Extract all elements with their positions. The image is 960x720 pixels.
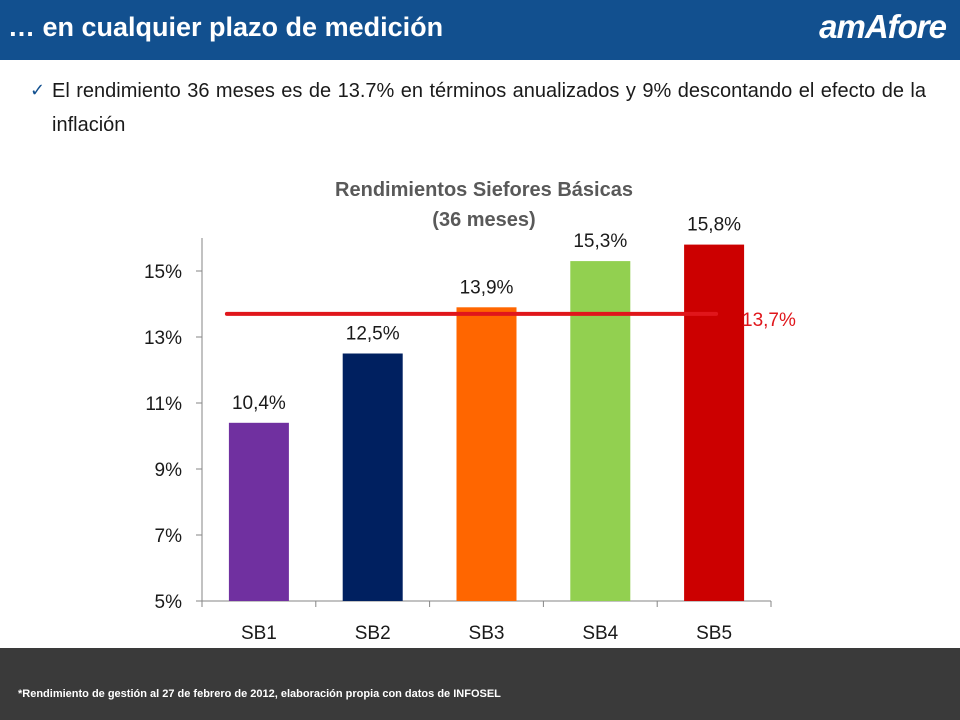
y-tick-label: 9% <box>155 460 183 481</box>
slide-title: … en cualquier plazo de medición <box>8 12 444 42</box>
y-tick-label: 7% <box>155 526 183 547</box>
bar-value-label: 15,3% <box>573 231 627 252</box>
x-tick-label: SB5 <box>696 623 732 644</box>
bar-sb5 <box>684 244 745 601</box>
bullet-point: ✓ El rendimiento 36 meses es de 13.7% en… <box>30 74 926 142</box>
bar-value-label: 10,4% <box>232 393 286 414</box>
bar-sb3 <box>456 307 517 601</box>
bar-sb4 <box>570 261 631 601</box>
bar-value-label: 12,5% <box>346 324 400 345</box>
x-tick-label: SB2 <box>355 623 391 644</box>
average-line-label: 13,7% <box>742 310 796 331</box>
footnote: *Rendimiento de gestión al 27 de febrero… <box>18 688 501 700</box>
bar-sb1 <box>228 422 289 601</box>
y-tick-label: 5% <box>155 592 183 613</box>
bar-value-label: 13,9% <box>460 277 514 298</box>
x-tick-label: SB3 <box>469 623 505 644</box>
amafore-logo: amAfore <box>819 8 947 45</box>
y-tick-label: 13% <box>144 328 182 349</box>
y-tick-label: 15% <box>144 262 182 283</box>
slide-header: … en cualquier plazo de medición amAfore <box>0 0 960 60</box>
y-tick-label: 11% <box>145 394 182 415</box>
slide-footer: *Rendimiento de gestión al 27 de febrero… <box>0 648 960 720</box>
bar-value-label: 15,8% <box>687 215 741 236</box>
chart-title: Rendimientos Siefores Básicas <box>335 179 633 201</box>
chart-subtitle: (36 meses) <box>432 209 535 231</box>
returns-bar-chart: Rendimientos Siefores Básicas (36 meses)… <box>144 179 796 644</box>
x-tick-label: SB1 <box>241 623 277 644</box>
x-tick-label: SB4 <box>582 623 618 644</box>
check-icon: ✓ <box>30 80 46 101</box>
bullet-text: El rendimiento 36 meses es de 13.7% en t… <box>52 80 926 136</box>
bar-sb2 <box>342 353 403 601</box>
